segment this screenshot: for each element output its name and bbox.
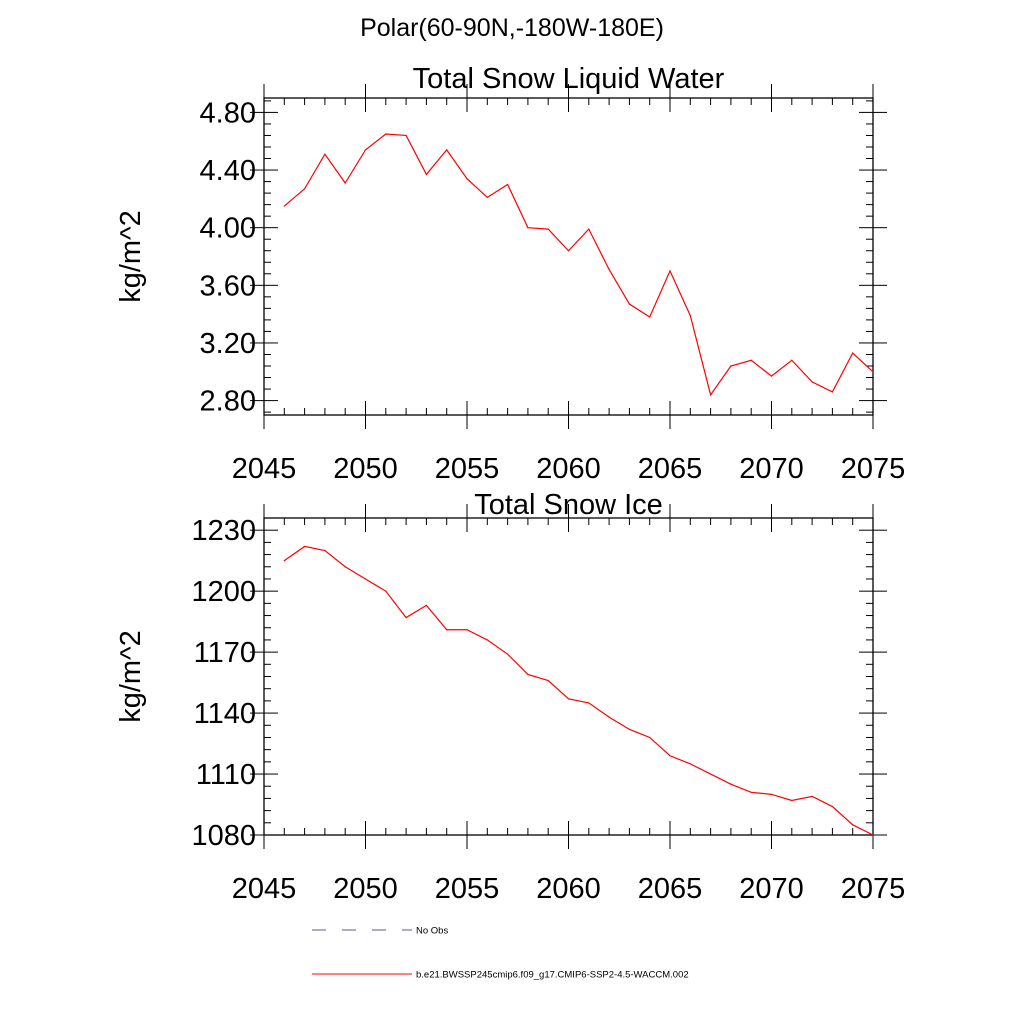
data-point	[730, 783, 732, 785]
data-point	[567, 698, 570, 700]
data-point	[669, 270, 671, 272]
y-tick-label: 1170	[194, 637, 256, 669]
x-tick-label: 2060	[536, 873, 601, 905]
data-point	[466, 178, 468, 180]
y-tick-label: 4.80	[200, 97, 256, 129]
data-point	[344, 566, 346, 568]
data-point	[588, 702, 590, 704]
data-point	[527, 227, 529, 229]
data-point	[852, 352, 854, 354]
data-point	[710, 394, 712, 396]
x-tick-label: 2050	[333, 453, 398, 485]
y-tick-label: 3.20	[200, 328, 256, 360]
y-axis-label: kg/m^2	[115, 630, 147, 723]
data-point	[547, 679, 549, 682]
data-point	[405, 134, 407, 137]
x-tick-label: 2070	[739, 873, 804, 905]
x-tick-label: 2050	[333, 873, 398, 905]
data-point	[466, 629, 468, 631]
data-point	[344, 182, 346, 184]
data-point	[811, 795, 813, 797]
y-axis-label: kg/m^2	[115, 210, 147, 303]
legend-label: b.e21.BWSSP245cmip6.f09_g17.CMIP6-SSP2-4…	[416, 970, 689, 981]
data-point	[486, 196, 488, 199]
y-tick-label: 4.00	[200, 213, 256, 245]
data-point	[507, 653, 509, 655]
data-point	[446, 629, 448, 631]
x-tick-label: 2055	[435, 453, 500, 485]
data-point	[486, 639, 488, 641]
x-tick-label: 2075	[841, 453, 906, 485]
data-point	[649, 316, 651, 318]
series-line	[283, 133, 874, 397]
y-tick-label: 1080	[191, 820, 256, 852]
data-point	[608, 716, 610, 718]
data-point	[405, 616, 407, 619]
data-point	[628, 728, 631, 730]
data-point	[710, 773, 712, 775]
y-tick-label: 1200	[191, 576, 256, 608]
x-tick-label: 2065	[638, 453, 703, 485]
data-point	[689, 763, 691, 765]
data-point	[669, 755, 671, 757]
data-point	[507, 183, 509, 186]
data-point	[364, 149, 367, 151]
y-tick-label: 1110	[196, 759, 256, 791]
data-point	[385, 590, 387, 592]
data-point	[547, 228, 549, 230]
x-tick-label: 2055	[435, 873, 500, 905]
x-tick-label: 2045	[232, 873, 297, 905]
data-point	[689, 314, 691, 317]
plot-frame	[263, 517, 874, 836]
data-point	[608, 268, 610, 271]
data-point	[324, 153, 326, 155]
data-point	[425, 173, 427, 175]
data-point	[791, 359, 793, 361]
data-point	[425, 604, 427, 606]
data-point	[872, 834, 874, 836]
data-point	[283, 205, 285, 207]
data-point	[730, 365, 732, 367]
data-point	[385, 133, 387, 135]
y-tick-label: 2.80	[200, 386, 256, 418]
x-tick-label: 2045	[232, 453, 297, 485]
y-tick-label: 3.60	[200, 270, 256, 302]
data-point	[750, 791, 752, 793]
data-point	[567, 250, 570, 252]
data-point	[791, 799, 793, 802]
x-tick-label: 2075	[841, 873, 906, 905]
data-point	[304, 188, 306, 190]
series-line	[283, 545, 874, 836]
data-point	[831, 391, 834, 393]
legend-label: No Obs	[416, 926, 448, 937]
data-point	[283, 560, 285, 562]
legend: No Obs b.e21.BWSSP245cmip6.f09_g17.CMIP6-…	[312, 926, 689, 981]
data-point	[324, 549, 326, 552]
x-tick-label: 2065	[638, 873, 703, 905]
data-point	[304, 545, 306, 548]
data-point	[649, 736, 651, 739]
data-point	[770, 793, 773, 795]
data-point	[770, 375, 773, 377]
data-point	[852, 824, 854, 826]
y-tick-label: 4.40	[200, 155, 256, 187]
data-point	[527, 673, 529, 676]
data-point	[750, 359, 752, 361]
data-point	[364, 578, 367, 580]
x-tick-label: 2060	[536, 453, 601, 485]
page-title: Polar(60-90N,-180W-180E)	[360, 14, 664, 42]
data-point	[446, 149, 448, 151]
y-tick-label: 1140	[194, 698, 256, 730]
data-point	[872, 371, 874, 373]
data-point	[588, 228, 590, 230]
data-point	[811, 381, 813, 383]
x-tick-label: 2070	[739, 453, 804, 485]
y-tick-label: 1230	[191, 515, 256, 547]
data-point	[831, 805, 834, 808]
data-point	[628, 303, 631, 305]
